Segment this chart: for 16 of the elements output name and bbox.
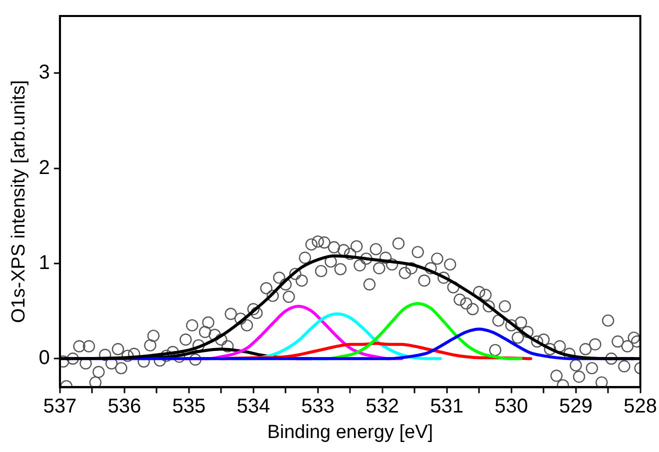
x-tick-label: 533 — [301, 396, 335, 418]
x-tick-label: 532 — [366, 396, 400, 418]
y-tick-label: 0 — [38, 347, 50, 370]
y-axis-title: O1s-XPS intensity [arb.units] — [8, 80, 30, 324]
x-tick-label: 528 — [624, 396, 658, 418]
x-tick-label: 534 — [236, 396, 270, 418]
x-axis-title: Binding energy [eV] — [267, 422, 434, 443]
x-tick-label: 530 — [494, 396, 528, 418]
x-tick-label: 535 — [172, 396, 206, 418]
x-tick-label: 531 — [430, 396, 464, 418]
x-tick-label: 529 — [559, 396, 593, 418]
x-tick-label: 537 — [43, 396, 77, 418]
y-tick-label: 3 — [38, 62, 50, 84]
x-tick-label: 536 — [108, 396, 142, 418]
y-tick-label: 2 — [38, 156, 50, 179]
y-tick-label: 1 — [38, 252, 50, 274]
